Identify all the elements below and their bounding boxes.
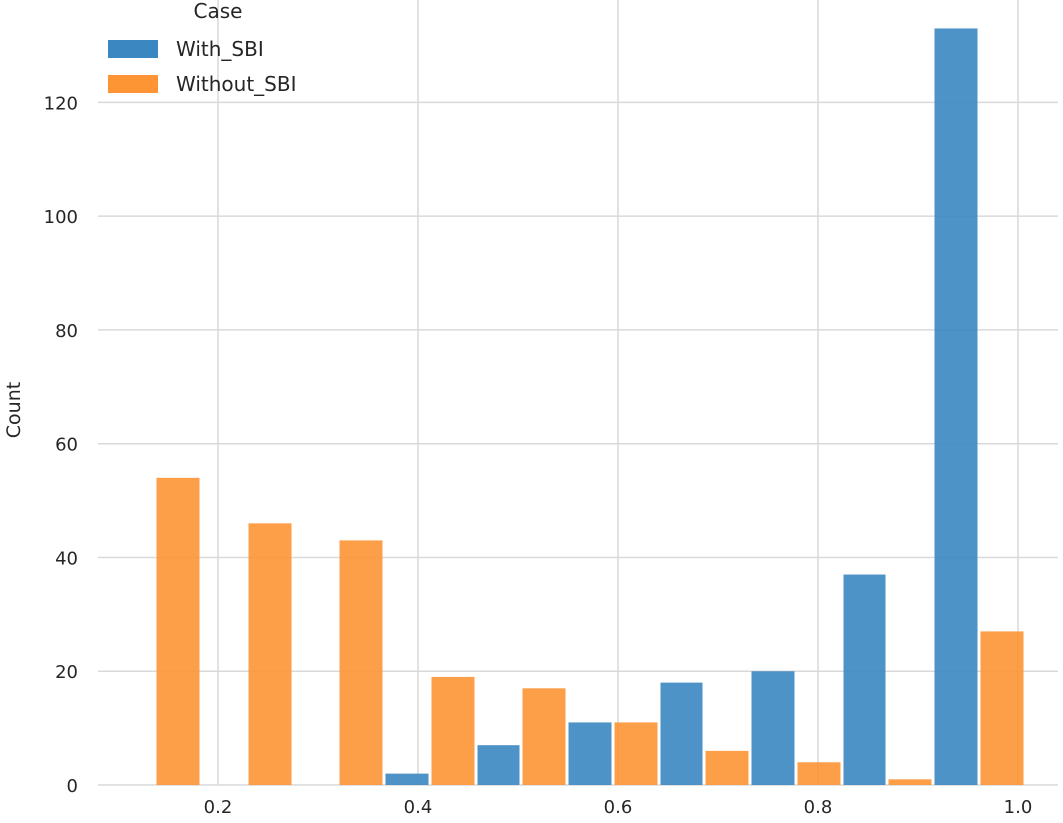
y-tick-label-5: 100 xyxy=(44,207,78,228)
bar-with-sbi-15 xyxy=(934,28,978,786)
legend-swatch-with-sbi xyxy=(108,40,158,58)
bar-with-sbi-9 xyxy=(660,682,703,785)
bar-without-sbi-6 xyxy=(522,688,566,785)
x-tick-label-3: 0.8 xyxy=(804,797,833,818)
grid-lines xyxy=(98,0,1058,786)
legend-label-with-sbi: With_SBI xyxy=(176,37,264,61)
y-tick-labels: 0 20 40 60 80 100 120 xyxy=(44,93,78,797)
bar-without-sbi-14 xyxy=(888,779,932,785)
bar-without-sbi-12 xyxy=(797,762,841,785)
bar-with-sbi-13 xyxy=(843,574,886,785)
x-tick-label-0: 0.2 xyxy=(204,797,233,818)
bar-with-sbi-3 xyxy=(385,773,429,785)
bar-with-sbi-5 xyxy=(477,745,520,785)
x-tick-label-4: 1.0 xyxy=(1004,797,1033,818)
y-tick-label-2: 40 xyxy=(55,548,78,569)
y-tick-label-1: 20 xyxy=(55,662,78,683)
x-tick-label-2: 0.6 xyxy=(604,797,633,818)
bar-without-sbi-0 xyxy=(156,477,200,785)
bar-with-sbi-7 xyxy=(568,722,612,785)
y-tick-label-3: 60 xyxy=(55,435,78,456)
legend: Case With_SBI Without_SBI xyxy=(108,0,296,96)
legend-swatch-without-sbi xyxy=(108,75,158,93)
bar-with-sbi-11 xyxy=(751,671,795,785)
y-tick-label-0: 0 xyxy=(67,776,78,797)
bar-without-sbi-10 xyxy=(705,750,749,785)
legend-title: Case xyxy=(194,0,243,23)
y-tick-label-4: 80 xyxy=(55,321,78,342)
legend-label-without-sbi: Without_SBI xyxy=(176,72,296,96)
bar-without-sbi-8 xyxy=(614,722,658,785)
bar-without-sbi-4 xyxy=(431,676,475,785)
bar-without-sbi-1 xyxy=(248,523,292,785)
bar-without-sbi-2 xyxy=(339,540,383,785)
x-tick-labels: 0.2 0.4 0.6 0.8 1.0 xyxy=(204,797,1033,818)
y-axis-label: Count xyxy=(3,382,25,438)
x-tick-label-1: 0.4 xyxy=(404,797,433,818)
bar-without-sbi-16 xyxy=(980,631,1024,785)
bars xyxy=(156,28,1024,786)
y-tick-label-6: 120 xyxy=(44,93,78,114)
